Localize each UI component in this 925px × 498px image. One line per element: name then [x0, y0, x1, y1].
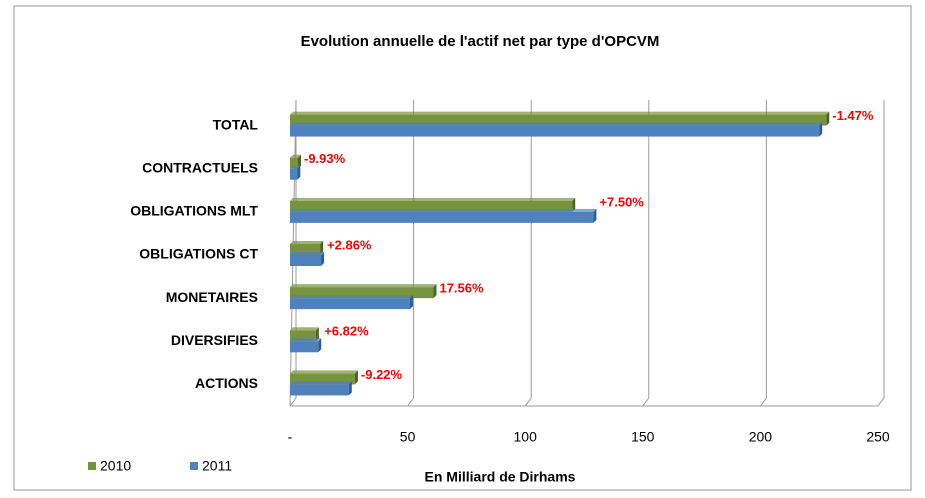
bar-end: [572, 197, 576, 212]
bar: [290, 287, 434, 299]
x-tick-label: 200: [749, 429, 773, 445]
x-tick-label: 50: [400, 429, 416, 445]
category-label: MONETAIRES: [166, 289, 258, 305]
bar-end: [297, 165, 301, 180]
bar-end: [348, 381, 352, 396]
bar: [290, 211, 594, 223]
bar-top: [290, 241, 324, 244]
bar-top: [290, 154, 301, 158]
chart-title: Evolution annuelle de l'actif net par ty…: [301, 33, 660, 50]
category-label: CONTRACTUELS: [142, 159, 258, 175]
bar-top: [290, 165, 301, 169]
annotation: -9.93%: [304, 151, 346, 166]
annotation: 17.56%: [439, 281, 484, 296]
annotation: -9.22%: [361, 367, 403, 382]
bar-end: [321, 252, 325, 266]
bar: [290, 168, 298, 180]
category-label: ACTIONS: [195, 375, 258, 391]
bar-end: [315, 327, 319, 342]
bar: [290, 244, 321, 255]
bar-end: [593, 208, 597, 223]
category-label: OBLIGATIONS MLT: [130, 203, 258, 219]
bar: [290, 125, 820, 137]
category-label: DIVERSIFIES: [171, 332, 258, 348]
bar-top: [290, 295, 413, 299]
bar-top: [290, 338, 322, 342]
bar-end: [819, 122, 823, 137]
annotation: +7.50%: [599, 194, 644, 209]
bar: [290, 255, 322, 266]
category-label: TOTAL: [213, 116, 259, 132]
bar: [290, 384, 349, 396]
bar-end: [318, 338, 322, 353]
bar-top: [290, 197, 576, 201]
grid-line: [877, 100, 885, 407]
bar: [290, 298, 410, 310]
bar-end: [826, 111, 830, 126]
bar-top: [290, 381, 352, 385]
grid-line: [760, 100, 767, 407]
annotation: -1.47%: [832, 108, 874, 123]
bar-end: [409, 295, 413, 310]
bar-top: [290, 284, 437, 288]
chart-border: [13, 5, 912, 491]
bar-end: [297, 154, 301, 169]
bar: [290, 330, 316, 342]
bar-top: [290, 122, 823, 126]
x-tick-label: 100: [514, 429, 538, 445]
x-tick-label: 150: [631, 429, 655, 445]
bar-end: [320, 241, 324, 255]
legend-label: 2011: [202, 458, 232, 474]
bar-top: [290, 252, 325, 255]
bar-end: [354, 370, 358, 385]
bar-top: [290, 111, 830, 115]
annotation: +2.86%: [327, 237, 372, 252]
bar: [290, 114, 827, 126]
grid-line: [642, 100, 650, 407]
x-tick-label: -: [288, 429, 293, 445]
x-tick-label: 250: [866, 429, 890, 445]
category-label: OBLIGATIONS CT: [139, 246, 258, 262]
bar: [290, 341, 319, 353]
bar-top: [290, 370, 358, 374]
x-axis-title: En Milliard de Dirhams: [425, 469, 576, 485]
bar: [290, 157, 298, 169]
bar: [290, 200, 573, 212]
legend-swatch: [88, 462, 96, 470]
bar-top: [290, 327, 319, 331]
bar-end: [433, 284, 437, 299]
bar-top: [290, 208, 597, 212]
legend-swatch: [190, 462, 198, 470]
legend-label: 2010: [100, 458, 131, 474]
annotation: +6.82%: [324, 324, 369, 339]
bar: [290, 373, 355, 385]
